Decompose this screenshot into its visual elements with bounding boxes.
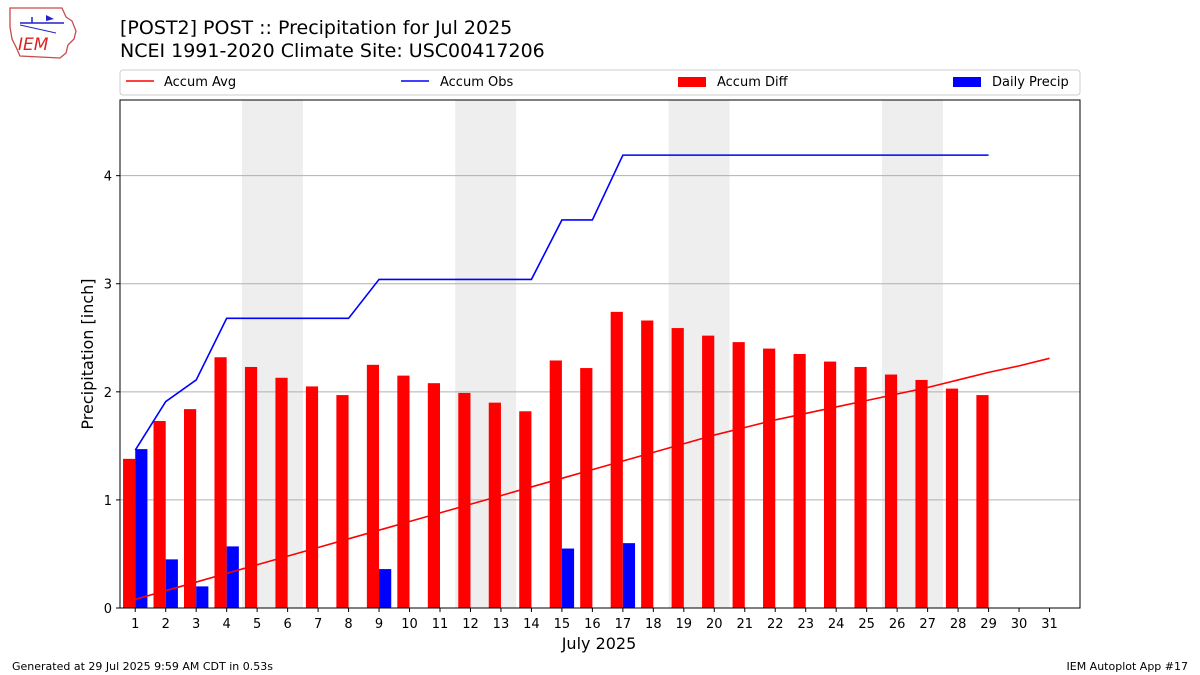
x-tick-label-15: 15 (554, 617, 571, 632)
x-tick-label-28: 28 (950, 617, 967, 632)
line-series (134, 154, 1050, 601)
x-tick-label-22: 22 (767, 617, 784, 632)
x-tick-label-17: 17 (615, 617, 632, 632)
accum-diff-bar-day-12 (458, 392, 471, 608)
accum-diff-bar-day-25 (854, 366, 867, 608)
legend-label-accum-avg: Accum Avg (164, 75, 236, 90)
accum-diff-bar-day-2 (153, 421, 166, 608)
accum-diff-bar-day-22 (763, 348, 776, 608)
accum-diff-bar-day-10 (397, 375, 410, 608)
legend-item-accum-diff: Accum Diff (678, 75, 789, 90)
accum-diff-bar-day-11 (427, 383, 440, 608)
accum-diff-bar-day-29 (976, 395, 989, 608)
legend: Accum Avg Accum Obs Accum Diff Daily Pre… (119, 69, 1081, 96)
x-tick-label-13: 13 (493, 617, 510, 632)
daily-precip-bar-day-15 (561, 548, 575, 608)
accum-diff-bar-day-14 (519, 411, 532, 608)
x-tick-label-29: 29 (980, 617, 997, 632)
accum-diff-bar-day-8 (336, 395, 349, 608)
accum-diff-bar-day-4 (214, 357, 227, 608)
accum-diff-bar-day-6 (275, 377, 288, 608)
accum-diff-bar-day-1 (123, 458, 136, 608)
x-tick-label-26: 26 (889, 617, 906, 632)
legend-label-daily-precip: Daily Precip (992, 75, 1069, 90)
legend-label-accum-diff: Accum Diff (717, 75, 789, 90)
y-tick-label-0: 0 (104, 602, 112, 617)
x-tick-label-20: 20 (706, 617, 723, 632)
x-tick-label-18: 18 (645, 617, 662, 632)
x-tick-label-10: 10 (401, 617, 418, 632)
x-tick-label-27: 27 (919, 617, 936, 632)
accum-diff-bar-day-18 (641, 320, 654, 608)
x-tick-label-9: 9 (375, 617, 383, 632)
x-axis-label: July 2025 (561, 634, 637, 653)
x-tick-label-1: 1 (131, 617, 139, 632)
plot-frame (119, 99, 1081, 609)
x-tick-label-2: 2 (162, 617, 170, 632)
accum-diff-bar-day-21 (732, 342, 745, 608)
accum-diff-bar-day-23 (793, 354, 806, 608)
x-tick-label-8: 8 (344, 617, 352, 632)
daily-precip-bar-day-3 (196, 586, 209, 608)
accum-diff-bar-day-5 (244, 366, 258, 608)
daily-precip-bar-day-17 (622, 543, 636, 608)
x-tick-label-24: 24 (828, 617, 845, 632)
legend-box (119, 69, 1081, 96)
daily-precip-bar-day-1 (135, 449, 148, 608)
legend-item-accum-avg: Accum Avg (126, 75, 236, 90)
accum-diff-bar-day-3 (184, 409, 197, 608)
daily-precip-bar-day-2 (165, 559, 178, 608)
legend-item-daily-precip: Daily Precip (953, 75, 1069, 90)
accum-diff-bar-day-28 (945, 388, 959, 608)
x-tick-label-31: 31 (1041, 617, 1058, 632)
x-tick-label-14: 14 (523, 617, 540, 632)
x-tick-label-25: 25 (858, 617, 875, 632)
accum-diff-bar-day-7 (305, 386, 319, 608)
chart-title-line1: [POST2] POST :: Precipitation for Jul 20… (120, 17, 513, 39)
x-tick-label-16: 16 (584, 617, 601, 632)
accum-diff-bar-day-19 (671, 328, 684, 608)
accum-obs-line (134, 154, 989, 451)
x-tick-label-3: 3 (192, 617, 200, 632)
accum-diff-bar-day-9 (366, 364, 380, 608)
generated-timestamp: Generated at 29 Jul 2025 9:59 AM CDT in … (12, 660, 273, 673)
accum-diff-bar-day-24 (824, 361, 837, 608)
legend-item-accum-obs: Accum Obs (401, 75, 513, 90)
daily-precip-bar-day-4 (226, 546, 239, 608)
bar-series (123, 311, 989, 608)
x-tick-label-21: 21 (736, 617, 753, 632)
accum-avg-line (135, 357, 1050, 601)
x-tick-label-4: 4 (223, 617, 231, 632)
x-tick-label-7: 7 (314, 617, 322, 632)
x-tick-label-19: 19 (676, 617, 693, 632)
y-tick-label-4: 4 (104, 170, 112, 185)
accum-diff-bar-day-20 (702, 335, 715, 608)
accum-diff-bar-day-27 (915, 379, 928, 608)
x-tick-label-11: 11 (432, 617, 449, 632)
x-tick-label-30: 30 (1011, 617, 1028, 632)
accum-diff-bar-day-15 (549, 360, 562, 608)
y-tick-label-2: 2 (104, 386, 112, 401)
chart-title-line2: NCEI 1991-2020 Climate Site: USC00417206 (120, 40, 545, 62)
x-tick-label-23: 23 (797, 617, 814, 632)
y-axis-label: Precipitation [inch] (78, 278, 97, 429)
x-tick-label-6: 6 (283, 617, 291, 632)
iem-logo: IEM (9, 7, 77, 59)
legend-label-accum-obs: Accum Obs (440, 75, 513, 90)
accum-diff-bar-day-17 (610, 311, 623, 608)
app-label: IEM Autoplot App #17 (1066, 660, 1189, 673)
accum-diff-bar-day-16 (580, 368, 593, 608)
x-tick-label-5: 5 (253, 617, 261, 632)
accum-diff-bar-day-26 (884, 374, 898, 608)
x-tick-label-12: 12 (462, 617, 479, 632)
y-tick-label-3: 3 (104, 278, 112, 293)
daily-precip-bar-day-9 (379, 569, 392, 608)
accum-diff-bar-day-13 (488, 402, 501, 608)
y-tick-label-1: 1 (104, 494, 112, 509)
logo-text: IEM (18, 35, 49, 55)
